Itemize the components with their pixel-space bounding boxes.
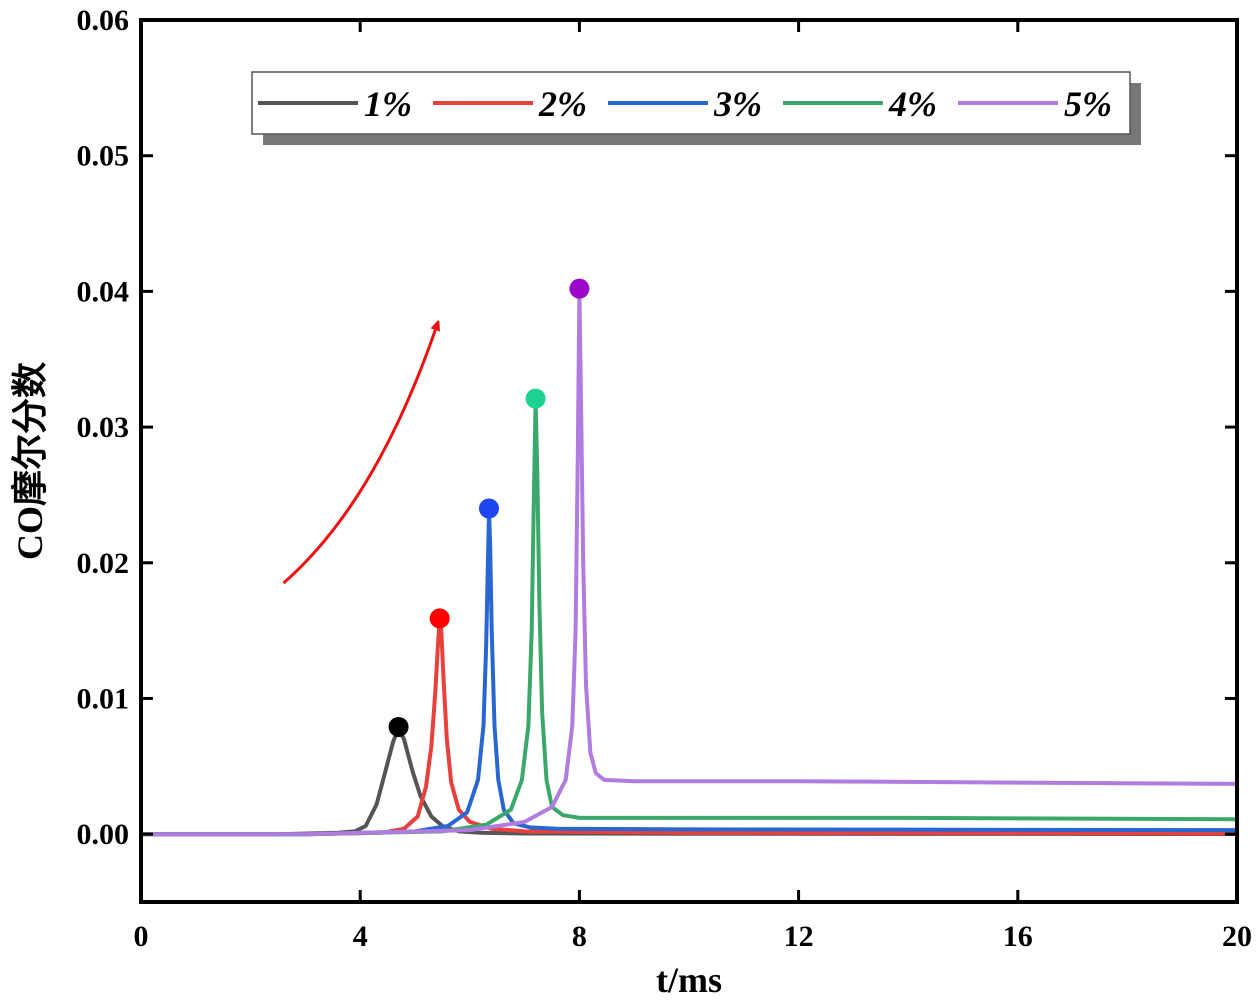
x-tick-label: 8 xyxy=(572,920,587,953)
peak-marker-4 xyxy=(525,388,546,409)
y-tick-label: 0.01 xyxy=(77,682,130,715)
ticks-layer: 0 4 8 12 16 20 0.00 0.01 0.02 0.03 0.04 0.05 0.06 xyxy=(77,4,1253,953)
y-axis-title: CO摩尔分数 xyxy=(10,362,50,560)
y-tick-label: 0.00 xyxy=(77,818,130,851)
legend: 1% 2% 3% 4% 5% xyxy=(251,71,1141,145)
legend-label-2: 2% xyxy=(538,84,587,124)
y-tick-label: 0.05 xyxy=(77,140,130,173)
peak-markers xyxy=(388,278,590,737)
x-tick-label: 0 xyxy=(134,920,149,953)
annotation-layer xyxy=(282,325,436,585)
peak-marker-3 xyxy=(478,498,499,519)
plot-frame xyxy=(139,18,1239,904)
y-tick-label: 0.02 xyxy=(77,547,130,580)
x-tick-label: 4 xyxy=(353,920,368,953)
legend-label-1: 1% xyxy=(364,84,412,124)
peak-marker-2 xyxy=(429,608,450,629)
legend-label-3: 3% xyxy=(713,84,762,124)
trend-arrow xyxy=(282,325,436,585)
series-line-1 xyxy=(139,726,1239,837)
series-line-2 xyxy=(139,617,1239,837)
x-axis-title: t/ms xyxy=(656,960,722,1000)
x-tick-label: 20 xyxy=(1222,920,1252,953)
x-tick-label: 16 xyxy=(1003,920,1033,953)
legend-label-4: 4% xyxy=(888,84,937,124)
legend-label-5: 5% xyxy=(1064,84,1112,124)
y-tick-label: 0.06 xyxy=(77,4,130,37)
series-line-5 xyxy=(139,289,1239,837)
series-layer xyxy=(139,289,1239,837)
series-line-3 xyxy=(139,509,1239,837)
y-tick-label: 0.03 xyxy=(77,411,130,444)
peak-marker-5 xyxy=(569,278,590,299)
peak-marker-1 xyxy=(388,716,409,737)
series-line-4 xyxy=(139,400,1239,837)
y-tick-label: 0.04 xyxy=(77,275,130,308)
x-tick-label: 12 xyxy=(784,920,814,953)
